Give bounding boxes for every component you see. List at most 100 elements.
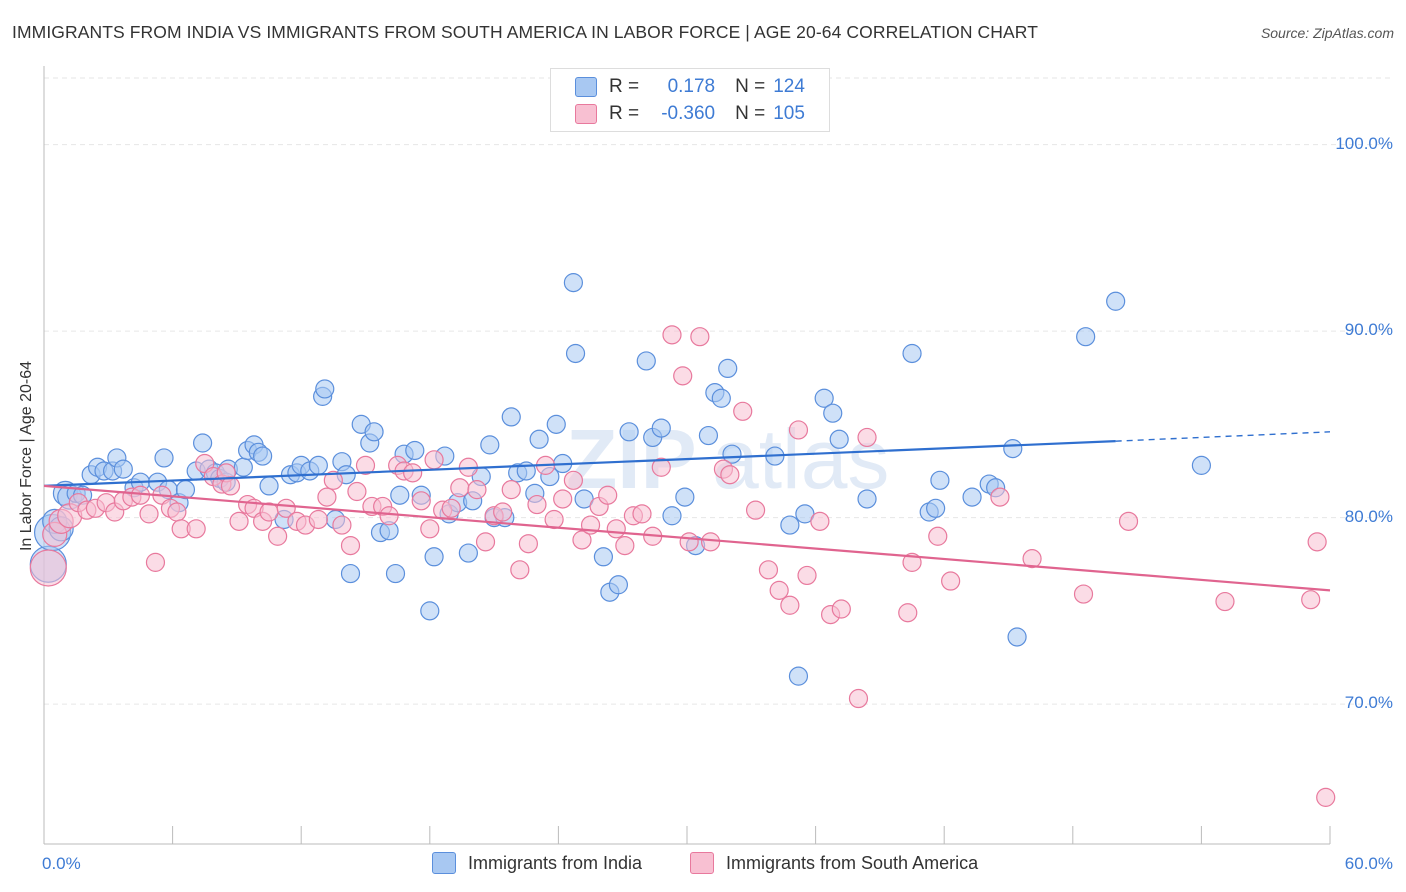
y-tick-label: 100.0%	[1335, 133, 1393, 153]
r-label: R =	[609, 103, 640, 124]
point-india	[563, 273, 584, 293]
n-label: N =	[735, 76, 766, 97]
point-india	[424, 547, 444, 567]
point-india	[788, 666, 809, 686]
point-india	[902, 343, 922, 364]
point-south-america	[1215, 591, 1235, 612]
point-south-america	[769, 580, 789, 600]
legend-swatch	[575, 77, 597, 97]
point-south-america	[268, 526, 288, 546]
point-south-america	[467, 480, 487, 500]
point-south-america	[720, 465, 740, 485]
legend-swatch	[432, 852, 456, 874]
point-south-america	[679, 532, 699, 552]
point-south-america	[990, 487, 1010, 507]
point-south-america	[797, 565, 817, 586]
point-india	[962, 487, 982, 507]
point-india	[259, 476, 279, 496]
point-south-america	[332, 515, 352, 535]
point-south-america	[420, 519, 440, 539]
point-india	[1076, 327, 1096, 347]
stats-legend-row-india: R = 0.178 N = 124	[575, 75, 805, 99]
point-south-america	[441, 498, 461, 518]
x-tick-label-max: 60.0%	[1344, 854, 1393, 873]
point-south-america	[186, 519, 206, 539]
point-india	[1003, 439, 1023, 459]
point-india	[480, 435, 500, 455]
point-south-america	[831, 599, 851, 619]
point-india	[651, 418, 671, 438]
point-india	[608, 575, 629, 595]
point-india	[926, 498, 946, 518]
point-south-america	[857, 427, 877, 448]
legend-item-india: Immigrants from India	[432, 852, 642, 874]
legend-swatch	[575, 104, 597, 124]
n-value: 124	[773, 76, 805, 97]
point-south-america	[615, 535, 635, 556]
point-south-america	[733, 401, 753, 421]
point-india	[823, 403, 843, 423]
point-south-america	[673, 366, 693, 386]
point-south-america	[848, 688, 869, 709]
point-india	[1191, 455, 1212, 475]
point-india	[718, 358, 738, 379]
point-india	[385, 563, 406, 584]
trend-line-india-extension	[1115, 431, 1331, 442]
point-south-america	[758, 560, 779, 580]
point-south-america	[1307, 532, 1327, 552]
point-india	[458, 543, 478, 563]
point-south-america	[518, 534, 538, 554]
legend-label: Immigrants from South America	[726, 852, 979, 873]
point-south-america	[651, 457, 671, 477]
point-south-america	[745, 500, 766, 520]
point-south-america	[572, 530, 592, 550]
point-south-america	[510, 560, 530, 580]
point-india	[565, 343, 586, 364]
point-india	[420, 601, 440, 621]
point-south-america	[598, 485, 618, 505]
point-south-america	[632, 504, 652, 524]
point-south-america	[493, 502, 513, 522]
point-india	[930, 470, 950, 490]
point-south-america	[662, 325, 682, 345]
point-south-america	[308, 509, 328, 530]
legend-swatch	[690, 852, 714, 874]
point-india	[546, 414, 566, 434]
point-south-america	[544, 509, 564, 530]
y-tick-label: 90.0%	[1344, 320, 1393, 340]
point-india	[233, 457, 253, 477]
point-india	[698, 425, 719, 446]
trend-lines	[43, 431, 1331, 592]
point-south-america	[788, 420, 809, 440]
point-south-america	[941, 571, 961, 591]
point-south-america	[167, 502, 187, 522]
point-india	[501, 407, 521, 427]
point-south-america	[928, 526, 948, 546]
stats-legend: R = 0.178 N = 124 R = -0.360 N = 105	[550, 68, 830, 132]
point-india	[814, 388, 834, 408]
point-india	[193, 433, 213, 453]
point-south-america	[220, 476, 241, 496]
point-south-america	[1118, 511, 1139, 531]
point-south-america	[563, 470, 584, 490]
point-south-america	[323, 470, 343, 490]
point-south-america	[1301, 590, 1321, 610]
point-south-america	[139, 504, 159, 524]
axes	[43, 66, 1331, 845]
point-south-america	[1073, 584, 1094, 604]
point-south-america	[475, 532, 496, 552]
point-south-america	[229, 511, 249, 531]
n-value: 105	[773, 103, 805, 124]
point-india	[675, 487, 695, 507]
point-india	[711, 388, 731, 408]
point-south-america	[1316, 787, 1336, 807]
series-south-america-points	[29, 325, 1336, 807]
point-south-america	[780, 595, 800, 615]
y-axis-label: In Labor Force | Age 20-64	[18, 360, 35, 552]
point-south-america	[347, 481, 367, 502]
point-south-america	[340, 535, 361, 556]
point-india	[857, 489, 877, 509]
r-value: -0.360	[661, 103, 716, 124]
y-tick-label: 80.0%	[1344, 506, 1393, 526]
